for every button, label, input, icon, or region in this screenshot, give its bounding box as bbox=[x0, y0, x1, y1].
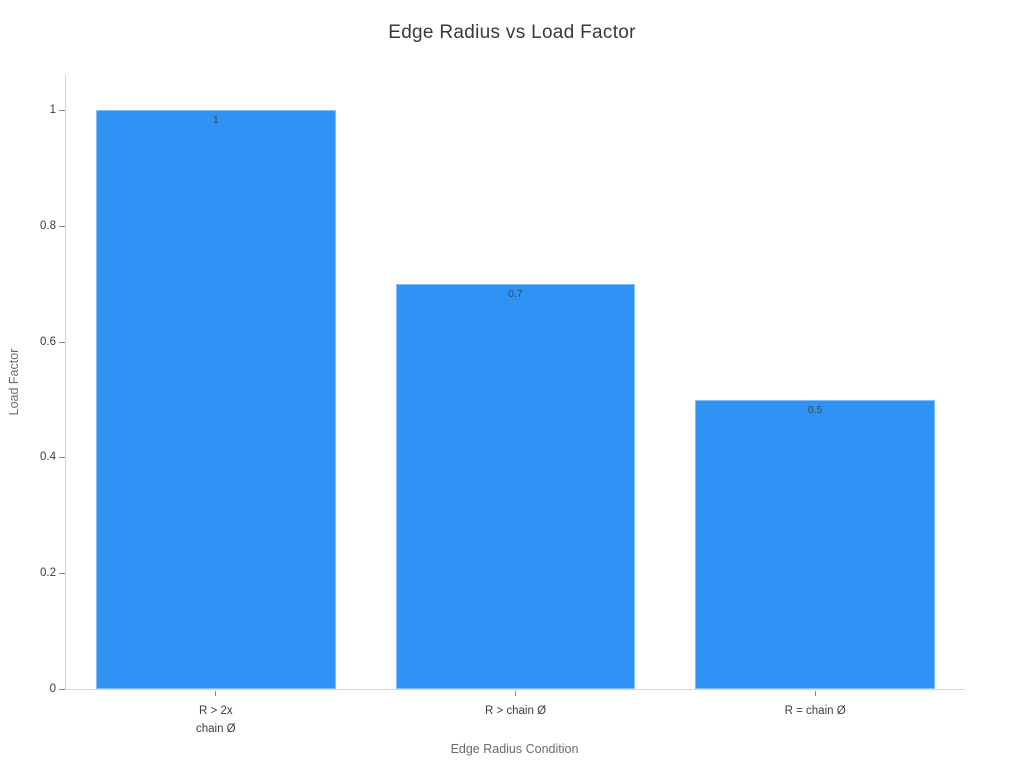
x-tick-label: R > chain Ø bbox=[484, 705, 547, 717]
y-tick-mark bbox=[59, 689, 65, 690]
y-tick-mark bbox=[59, 457, 65, 459]
y-tick-label: 0 bbox=[49, 683, 56, 695]
x-tick-mark bbox=[515, 691, 516, 696]
y-tick-mark bbox=[59, 573, 65, 575]
y-axis-title: Load Factor bbox=[7, 348, 21, 416]
plot-area: 0 0.2 0.4 0.6 0.8 1 1 R > 2x chain Ø 0.7 R > chai… bbox=[40, 75, 965, 735]
y-tick-mark bbox=[59, 110, 65, 112]
x-tick-label: R > 2x chain Ø bbox=[196, 705, 236, 735]
x-axis-title: Edge Radius Condition bbox=[450, 742, 579, 756]
y-tick-label: 0.4 bbox=[40, 451, 56, 464]
bar: 1 bbox=[95, 110, 336, 689]
y-tick-mark bbox=[59, 341, 65, 343]
bar: 0.5 bbox=[695, 399, 936, 689]
bar-value-label: 1 bbox=[212, 114, 219, 127]
y-tick-label: 0.2 bbox=[40, 567, 56, 580]
bar: 0.7 bbox=[395, 283, 636, 689]
x-tick-label: R = chain Ø bbox=[784, 705, 846, 717]
bar-value-label: 0.7 bbox=[508, 287, 523, 300]
chart-title: Edge Radius vs Load Factor bbox=[388, 22, 636, 43]
x-tick-mark bbox=[215, 691, 217, 696]
x-tick-mark bbox=[814, 691, 816, 696]
y-tick-label: 1 bbox=[49, 104, 56, 117]
y-tick-mark bbox=[59, 225, 65, 227]
y-tick-label: 0.6 bbox=[40, 335, 56, 348]
bar-value-label: 0.5 bbox=[807, 403, 823, 416]
y-tick-label: 0.8 bbox=[40, 219, 56, 232]
